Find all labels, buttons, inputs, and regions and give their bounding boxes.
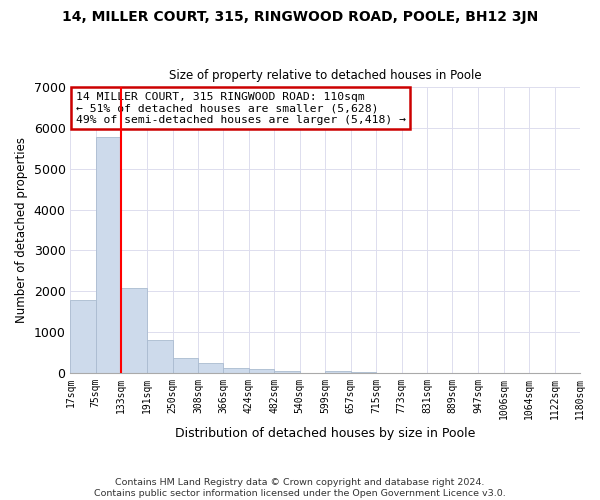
Y-axis label: Number of detached properties: Number of detached properties bbox=[15, 137, 28, 323]
Bar bbox=[96, 137, 121, 372]
Bar bbox=[274, 371, 299, 372]
Bar bbox=[121, 288, 146, 372]
Bar bbox=[70, 300, 96, 372]
Text: Contains HM Land Registry data © Crown copyright and database right 2024.
Contai: Contains HM Land Registry data © Crown c… bbox=[94, 478, 506, 498]
Title: Size of property relative to detached houses in Poole: Size of property relative to detached ho… bbox=[169, 69, 482, 82]
Bar bbox=[325, 371, 351, 372]
Bar bbox=[249, 370, 274, 372]
Bar bbox=[198, 364, 223, 372]
Text: 14 MILLER COURT, 315 RINGWOOD ROAD: 110sqm
← 51% of detached houses are smaller : 14 MILLER COURT, 315 RINGWOOD ROAD: 110s… bbox=[76, 92, 406, 125]
X-axis label: Distribution of detached houses by size in Poole: Distribution of detached houses by size … bbox=[175, 427, 475, 440]
Bar bbox=[173, 358, 198, 372]
Bar bbox=[146, 340, 173, 372]
Bar bbox=[223, 368, 249, 372]
Text: 14, MILLER COURT, 315, RINGWOOD ROAD, POOLE, BH12 3JN: 14, MILLER COURT, 315, RINGWOOD ROAD, PO… bbox=[62, 10, 538, 24]
